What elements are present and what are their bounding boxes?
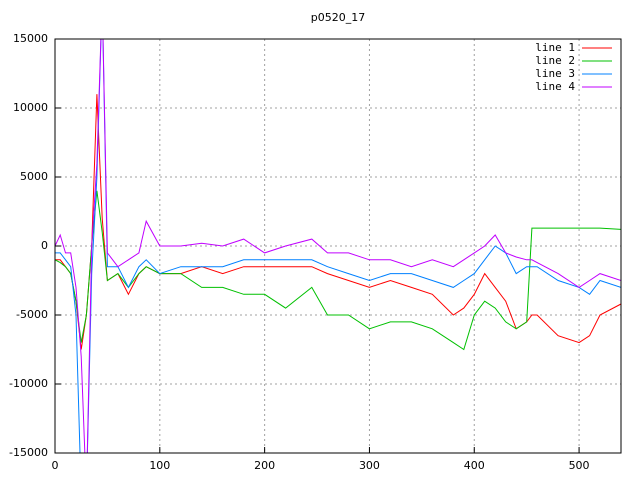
series-line — [55, 39, 621, 453]
x-tick-label: 400 — [464, 459, 485, 472]
x-tick-label: 0 — [52, 459, 59, 472]
legend-label: line 4 — [535, 80, 575, 93]
y-tick-label: -15000 — [9, 446, 48, 459]
y-tick-label: -10000 — [9, 377, 48, 390]
series-line — [55, 39, 621, 453]
y-tick-label: 10000 — [13, 101, 48, 114]
y-tick-label: 5000 — [20, 170, 48, 183]
series-line — [55, 94, 621, 350]
x-tick-label: 300 — [359, 459, 380, 472]
y-tick-label: -5000 — [16, 308, 48, 321]
chart-title: p0520_17 — [311, 11, 365, 24]
legend-label: line 3 — [535, 67, 575, 80]
legend-label: line 1 — [535, 41, 575, 54]
y-tick-label: 15000 — [13, 32, 48, 45]
x-tick-label: 200 — [254, 459, 275, 472]
legend-label: line 2 — [535, 54, 575, 67]
x-tick-label: 500 — [569, 459, 590, 472]
x-tick-label: 100 — [149, 459, 170, 472]
y-tick-label: 0 — [41, 239, 48, 252]
